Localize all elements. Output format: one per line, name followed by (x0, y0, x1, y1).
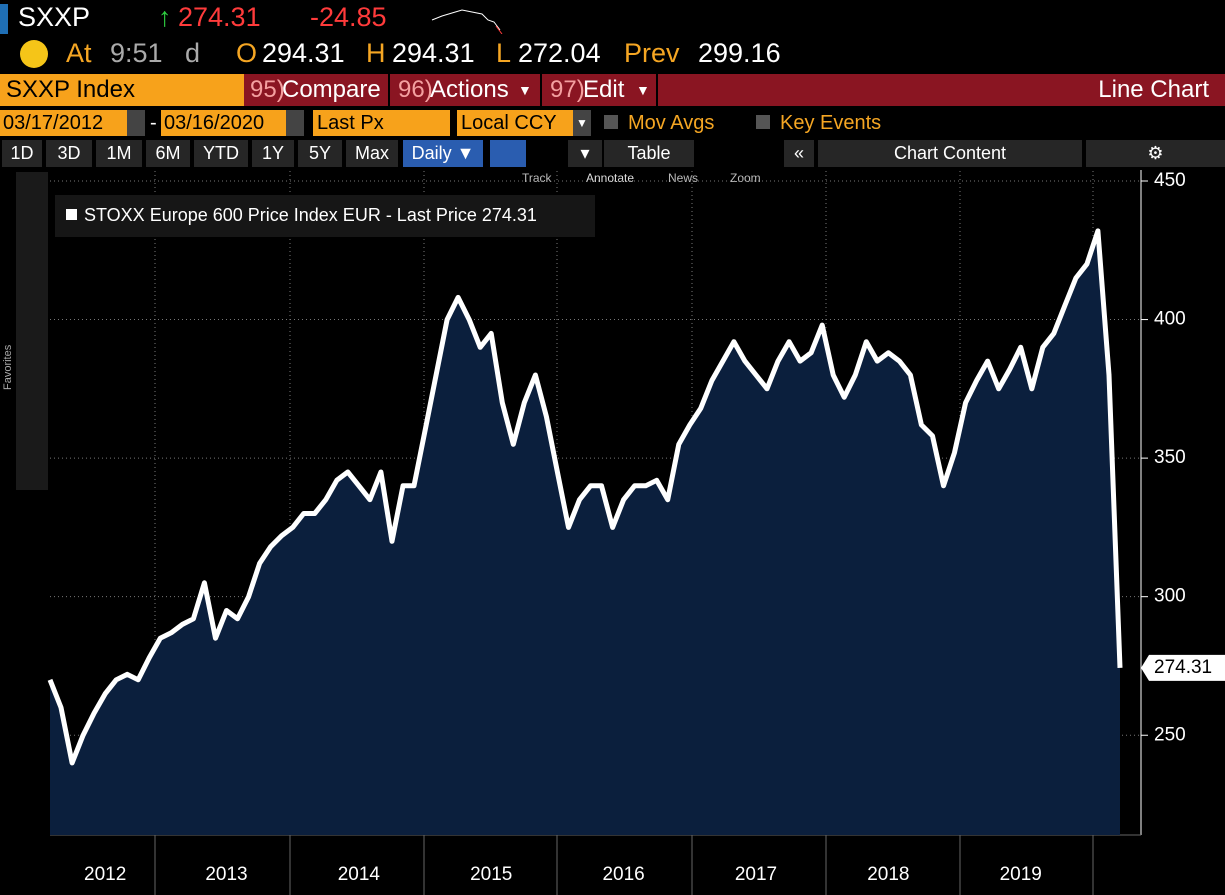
low-label: L (496, 38, 512, 68)
period-button[interactable]: 1D (2, 140, 42, 167)
low: 272.04 (518, 38, 601, 68)
mov-avgs[interactable]: Mov Avgs (628, 112, 715, 134)
ticker: SXXP (18, 2, 91, 32)
currency-select[interactable]: Local CCY (457, 110, 573, 136)
chart: 250 300 350 400 450 2012 2013 2014 2015 2016 2017 2… (47, 170, 1225, 895)
start-date[interactable]: 03/17/2012 (0, 110, 127, 136)
y-tick-label: 350 (1154, 447, 1186, 468)
up-arrow: ↑ (158, 2, 172, 32)
price: 274.31 (178, 2, 261, 32)
frequency: Daily (411, 143, 452, 163)
dash: - (150, 112, 157, 134)
collapse[interactable]: « (784, 140, 814, 167)
accent (0, 4, 8, 34)
prev: 299.16 (698, 38, 781, 68)
checkbox[interactable] (756, 115, 770, 129)
change: -24.85 (310, 2, 387, 32)
zoom-tool[interactable]: Zoom (730, 171, 761, 185)
actions-button[interactable]: Actions (430, 76, 509, 103)
period-button[interactable]: YTD (194, 140, 248, 167)
dropdown-arrow: ▼ (518, 82, 532, 98)
edit-button[interactable]: Edit (583, 76, 625, 103)
security-field[interactable]: SXXP Index (0, 74, 244, 106)
open-label: O (236, 38, 258, 68)
dropdown[interactable]: ▾ (568, 140, 602, 167)
dropdown-arrow[interactable]: ▼ (573, 110, 591, 136)
compare-button[interactable]: Compare (282, 76, 381, 103)
frequency-button[interactable]: Daily ▼ (403, 140, 483, 167)
period-button[interactable]: 3D (46, 140, 92, 167)
period-button[interactable]: Max (346, 140, 398, 167)
period-button[interactable]: 1M (96, 140, 142, 167)
key-events[interactable]: Key Events (780, 112, 882, 134)
legend-label: STOXX Europe 600 Price Index EUR - Last … (84, 205, 537, 225)
divider (656, 74, 658, 106)
checkbox[interactable] (604, 115, 618, 129)
y-tick-label: 450 (1154, 170, 1186, 191)
x-tick-label: 2019 (1000, 864, 1042, 885)
open: 294.31 (262, 38, 345, 68)
sparkline (431, 9, 503, 34)
x-tick-label: 2018 (867, 864, 909, 885)
period-button[interactable]: 6M (146, 140, 190, 167)
x-tick-label: 2013 (205, 864, 247, 885)
divider (540, 74, 542, 106)
x-tick-label: 2012 (84, 864, 126, 885)
toolbar (244, 74, 1225, 106)
y-tick-label: 400 (1154, 309, 1186, 330)
calendar-icon[interactable] (127, 110, 145, 136)
x-tick-label: 2016 (602, 864, 644, 885)
x-tick-label: 2015 (470, 864, 512, 885)
settings-gear[interactable]: ⚙ (1086, 140, 1225, 167)
table-button[interactable]: Table (604, 140, 694, 167)
time: 9:51 (110, 38, 163, 68)
legend-box (55, 195, 595, 237)
area (50, 230, 1120, 835)
period-button[interactable]: 1Y (252, 140, 294, 167)
chart-type: Line Chart (1098, 76, 1209, 103)
drawing-toolbar (16, 172, 48, 490)
field-select[interactable]: Last Px (313, 110, 450, 136)
clock-icon (20, 40, 48, 68)
x-tick-label: 2014 (338, 864, 381, 885)
period-button[interactable]: 5Y (298, 140, 342, 167)
track-tool[interactable]: Track (522, 171, 552, 185)
legend-swatch (66, 209, 77, 220)
chart-content-button[interactable]: Chart Content (818, 140, 1082, 167)
dropdown-arrow: ▼ (636, 82, 650, 98)
button-num: 95) (250, 76, 285, 103)
prev-label: Prev (624, 38, 680, 68)
line (47, 228, 1123, 766)
divider (388, 74, 390, 106)
y-tick-label: 300 (1154, 586, 1186, 607)
time-suffix: d (185, 38, 201, 68)
line-icon[interactable] (490, 140, 526, 167)
last-price-label: 274.31 (1154, 657, 1212, 678)
high: 294.31 (392, 38, 475, 68)
at-label: At (66, 38, 92, 68)
x-tick-label: 2017 (735, 864, 777, 885)
button-num: 96) (398, 76, 433, 103)
y-tick-label: 250 (1154, 724, 1186, 745)
calendar-icon[interactable] (286, 110, 304, 136)
end-date[interactable]: 03/16/2020 (161, 110, 286, 136)
button-num: 97) (550, 76, 585, 103)
high-label: H (366, 38, 386, 68)
last-price-tag (1141, 654, 1225, 681)
